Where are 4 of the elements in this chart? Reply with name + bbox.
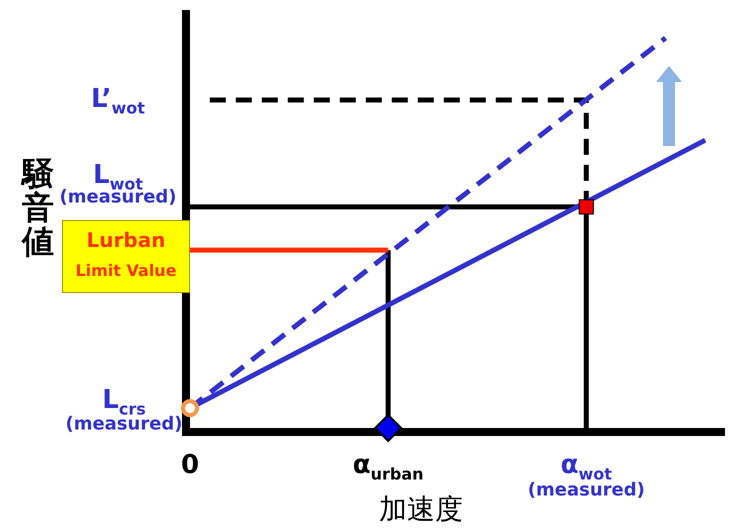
- x-tick-label: 0: [180, 450, 200, 480]
- text: Lurban Limit Value: [75, 228, 177, 280]
- x-axis-title: 加速度: [379, 492, 463, 526]
- y-axis-title: 騒音値: [20, 154, 54, 260]
